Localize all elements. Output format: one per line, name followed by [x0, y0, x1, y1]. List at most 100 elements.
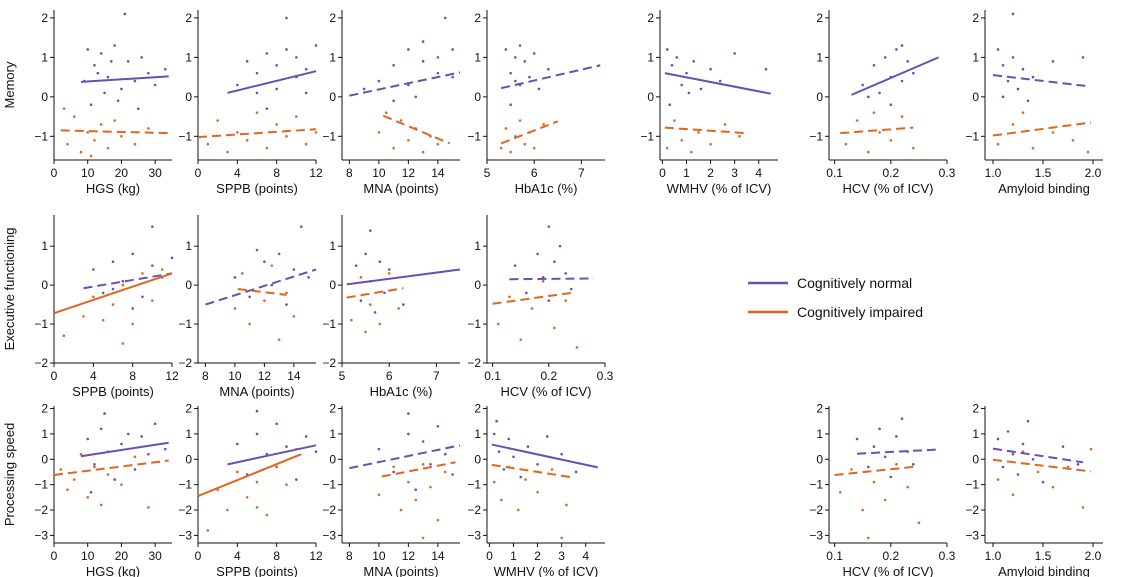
fit-line-normal	[83, 272, 173, 290]
data-point-normal	[1016, 87, 1020, 91]
data-point-normal	[911, 71, 915, 75]
data-point-normal	[687, 91, 691, 95]
data-point-impaired	[697, 131, 700, 134]
fit-line-impaired	[491, 463, 574, 479]
data-point-normal	[509, 103, 512, 107]
data-point-normal	[911, 463, 915, 466]
data-point-normal	[407, 412, 410, 415]
data-point-impaired	[275, 123, 278, 126]
data-point-impaired	[101, 318, 105, 322]
data-point-normal	[733, 52, 736, 55]
data-point-normal	[1026, 99, 1030, 103]
data-point-impaired	[399, 508, 403, 512]
data-point-normal	[147, 452, 150, 456]
data-point-normal	[131, 307, 134, 310]
x-tick-label: 7	[578, 166, 585, 180]
fit-line-normal	[349, 444, 461, 470]
y-tick-label: 2	[647, 11, 654, 25]
data-point-impaired	[392, 465, 395, 469]
data-point-impaired	[436, 142, 440, 146]
data-point-impaired	[496, 322, 500, 326]
fit-line-normal	[857, 448, 936, 455]
data-point-impaired	[120, 135, 123, 138]
x-tick-label: 8	[273, 549, 280, 563]
data-point-impaired	[233, 307, 237, 310]
fit-line-impaired	[237, 288, 287, 296]
data-point-normal	[170, 256, 174, 260]
data-point-normal	[429, 463, 432, 466]
data-point-normal	[709, 67, 712, 71]
fit-line-impaired	[381, 461, 456, 478]
x-tick-label: 0.3	[939, 166, 956, 180]
data-point-normal	[236, 442, 239, 446]
data-point-normal	[861, 83, 865, 87]
x-tick-label: 0.2	[540, 369, 557, 383]
x-axis-label: SPPB (points)	[216, 181, 298, 196]
data-point-normal	[1021, 67, 1025, 71]
data-point-normal	[1001, 95, 1005, 99]
data-point-impaired	[384, 111, 388, 114]
data-point-normal	[414, 95, 418, 99]
y-tick-label: −2	[34, 356, 48, 370]
data-point-normal	[378, 260, 382, 264]
data-point-normal	[878, 427, 881, 431]
y-tick-label: 1	[185, 50, 192, 64]
data-point-normal	[123, 12, 127, 16]
fit-line-impaired	[197, 128, 317, 139]
data-point-normal	[699, 87, 703, 91]
data-point-normal	[106, 75, 110, 79]
x-axis-label: MNA (points)	[363, 564, 438, 577]
data-point-normal	[685, 71, 688, 75]
data-point-impaired	[285, 291, 288, 295]
panel-15: −3 −2 −1 0 1 2 0.1 0.2 0.3 HCV (% of ICV)	[809, 402, 955, 577]
y-tick-label: −3	[965, 528, 979, 542]
data-point-normal	[764, 67, 768, 71]
data-point-impaired	[536, 490, 539, 494]
data-point-impaired	[878, 131, 881, 134]
y-tick-label: 0	[41, 90, 48, 104]
y-tick-label: 0	[185, 278, 192, 292]
x-axis-label: HGS (kg)	[86, 564, 140, 577]
data-point-impaired	[1071, 138, 1075, 142]
x-tick-label: 3	[731, 166, 738, 180]
fit-line-impaired	[840, 126, 914, 135]
fit-line-impaired	[500, 120, 559, 145]
data-point-impaired	[1086, 150, 1090, 154]
x-axis-label: HCV (% of ICV)	[842, 564, 933, 577]
data-point-normal	[545, 435, 549, 438]
data-point-normal	[513, 264, 517, 267]
y-tick-label: −2	[34, 503, 48, 517]
data-point-normal	[872, 445, 876, 448]
data-point-normal	[867, 465, 870, 469]
data-point-normal	[1011, 12, 1015, 16]
data-point-normal	[855, 437, 859, 441]
x-tick-label: 10	[81, 166, 95, 180]
data-point-impaired	[560, 536, 563, 540]
data-point-normal	[1076, 463, 1080, 466]
data-point-normal	[895, 435, 898, 438]
x-tick-label: 2	[534, 549, 541, 563]
y-tick-label: −1	[809, 478, 823, 492]
data-point-impaired	[99, 503, 103, 507]
data-point-normal	[101, 291, 105, 295]
data-point-normal	[675, 56, 679, 59]
data-point-normal	[236, 83, 239, 87]
x-tick-label: 2.0	[1085, 549, 1102, 563]
data-point-normal	[392, 63, 395, 67]
fit-line-impaired	[992, 458, 1092, 473]
y-tick-label: 0	[647, 90, 654, 104]
data-point-impaired	[996, 142, 1000, 146]
data-point-normal	[295, 56, 298, 59]
fit-line-normal	[205, 268, 317, 306]
row-label-0: Memory	[2, 61, 17, 108]
x-tick-label: 14	[431, 549, 445, 563]
x-axis-label: SPPB (points)	[216, 564, 298, 577]
x-tick-label: 1.0	[985, 549, 1002, 563]
y-tick-label: 0	[185, 452, 192, 466]
x-tick-label: 1	[510, 549, 517, 563]
y-tick-label: 2	[816, 402, 823, 416]
data-point-impaired	[900, 115, 904, 118]
y-tick-label: −2	[809, 503, 823, 517]
